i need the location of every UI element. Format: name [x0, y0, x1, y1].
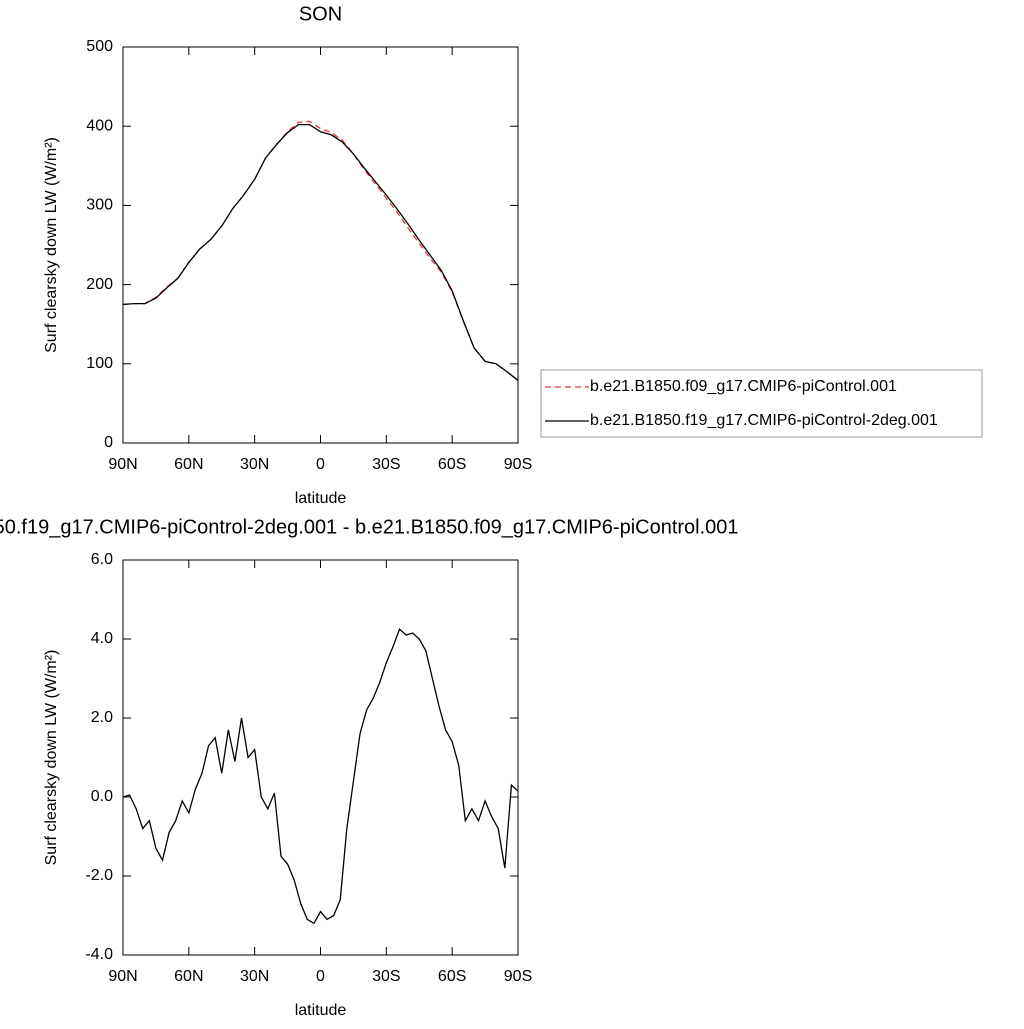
legend-label: b.e21.B1850.f19_g17.CMIP6-piControl-2deg… — [590, 412, 938, 429]
chart-title: b.e21.B1850.f19_g17.CMIP6-piControl-2deg… — [0, 516, 739, 538]
x-tick-label: 60S — [438, 456, 466, 473]
y-axis-label: Surf clearsky down LW (W/m²) — [43, 137, 60, 353]
x-tick-label: 90N — [108, 968, 137, 985]
y-tick-label: -4.0 — [85, 946, 113, 963]
chart-title: SON — [299, 3, 342, 25]
x-tick-label: 30S — [372, 456, 400, 473]
x-tick-label: 60S — [438, 968, 466, 985]
y-tick-label: 0.0 — [91, 788, 113, 805]
plot-frame — [122, 559, 519, 956]
legend-box — [540, 369, 983, 438]
y-tick-label: -2.0 — [85, 867, 113, 884]
x-tick-label: 30S — [372, 968, 400, 985]
data-line — [122, 120, 519, 381]
x-axis-label: latitude — [295, 490, 347, 507]
legend-label: b.e21.B1850.f09_g17.CMIP6-piControl.001 — [590, 378, 897, 395]
x-tick-label: 90N — [108, 456, 137, 473]
x-tick-label: 0 — [316, 968, 325, 985]
x-tick-label: 0 — [316, 456, 325, 473]
y-tick-label: 300 — [86, 197, 113, 214]
data-line — [122, 123, 519, 381]
x-tick-label: 90S — [504, 968, 532, 985]
x-tick-label: 30N — [240, 456, 269, 473]
data-line — [122, 628, 519, 925]
y-tick-label: 100 — [86, 355, 113, 372]
y-tick-label: 6.0 — [91, 551, 113, 568]
y-tick-label: 4.0 — [91, 630, 113, 647]
y-tick-label: 500 — [86, 38, 113, 55]
x-axis-label: latitude — [295, 1002, 347, 1019]
y-tick-label: 0 — [104, 434, 113, 451]
plot-frame — [122, 46, 519, 444]
y-tick-label: 200 — [86, 276, 113, 293]
x-tick-label: 90S — [504, 456, 532, 473]
x-tick-label: 60N — [174, 456, 203, 473]
legend: b.e21.B1850.f09_g17.CMIP6-piControl.001b… — [540, 369, 983, 438]
y-axis-label: Surf clearsky down LW (W/m²) — [43, 650, 60, 866]
y-tick-label: 400 — [86, 117, 113, 134]
x-tick-label: 30N — [240, 968, 269, 985]
y-tick-label: 2.0 — [91, 709, 113, 726]
x-tick-label: 60N — [174, 968, 203, 985]
